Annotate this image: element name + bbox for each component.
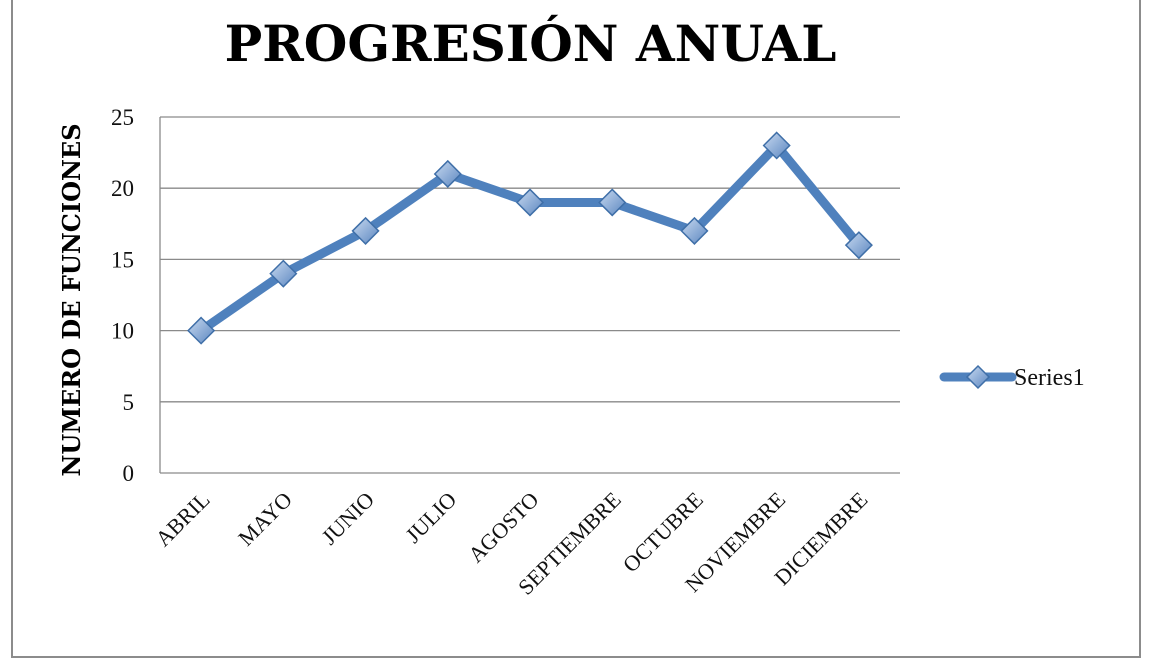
y-tick-label: 15 (111, 247, 134, 272)
legend-series-label: Series1 (1014, 365, 1085, 391)
x-tick-label: JULIO (400, 487, 461, 548)
y-tick-label: 5 (123, 390, 135, 415)
y-axis-ticks: 0 5 10 15 20 25 (111, 105, 134, 486)
data-point-marker (269, 259, 298, 288)
y-tick-label: 25 (111, 105, 134, 130)
x-axis-categories: ABRIL MAYO JUNIO JULIO AGOSTOSEPTIEMBREOCTUB… (150, 487, 872, 600)
series-line (196, 140, 864, 336)
data-point-marker (680, 216, 709, 245)
y-axis-label: NUMERO DE FUNCIONES (57, 123, 86, 476)
x-tick-label: JUNIO (316, 487, 379, 550)
y-tick-label: 0 (123, 461, 135, 486)
data-point-marker (351, 216, 380, 245)
y-tick-label: 20 (111, 176, 134, 201)
x-tick-label: MAYO (233, 487, 297, 551)
data-point-marker (598, 188, 627, 217)
data-point-marker (187, 316, 216, 345)
x-tick-label: AGOSTO (463, 487, 543, 567)
series-group (187, 131, 873, 345)
y-tick-label: 10 (111, 319, 134, 344)
chart-title: PROGRESIÓN ANUAL (224, 14, 837, 73)
legend: Series1 (939, 364, 1085, 391)
data-point-marker (844, 231, 873, 260)
data-point-marker (515, 188, 545, 217)
x-tick-label: ABRIL (150, 487, 214, 551)
data-point-marker (433, 159, 462, 189)
data-point-marker (762, 131, 791, 160)
gridlines (159, 116, 900, 474)
legend-series-marker (965, 364, 991, 390)
